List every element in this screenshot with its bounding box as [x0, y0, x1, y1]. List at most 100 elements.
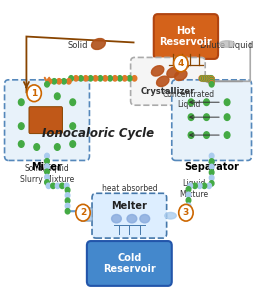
Circle shape [76, 204, 90, 221]
Text: 3: 3 [183, 208, 189, 217]
Circle shape [67, 79, 71, 84]
Circle shape [204, 114, 209, 120]
Circle shape [186, 208, 191, 214]
Circle shape [55, 93, 60, 100]
Circle shape [19, 123, 24, 129]
Circle shape [62, 79, 66, 84]
Circle shape [209, 82, 214, 87]
Circle shape [200, 76, 205, 81]
Circle shape [47, 79, 52, 84]
Circle shape [209, 181, 214, 186]
Circle shape [209, 80, 214, 85]
Ellipse shape [167, 67, 179, 77]
Circle shape [204, 99, 209, 106]
Circle shape [199, 76, 204, 81]
Circle shape [45, 169, 49, 175]
Circle shape [45, 159, 49, 164]
Circle shape [209, 81, 214, 86]
Text: Concentrated
Liquid: Concentrated Liquid [162, 89, 215, 109]
Ellipse shape [219, 41, 235, 47]
Circle shape [55, 144, 60, 150]
Circle shape [74, 76, 78, 81]
Text: 4: 4 [177, 59, 184, 68]
Circle shape [55, 183, 60, 188]
Circle shape [98, 76, 103, 81]
Ellipse shape [92, 38, 105, 50]
Ellipse shape [111, 214, 121, 223]
Text: Separator: Separator [184, 162, 239, 172]
Circle shape [224, 132, 230, 138]
Circle shape [209, 76, 214, 82]
FancyBboxPatch shape [81, 208, 92, 221]
Circle shape [69, 76, 73, 81]
Text: Solid: Solid [68, 41, 88, 50]
Ellipse shape [127, 214, 137, 223]
Circle shape [188, 114, 194, 120]
FancyBboxPatch shape [130, 57, 205, 105]
Circle shape [174, 55, 188, 72]
Circle shape [186, 198, 191, 203]
Circle shape [209, 164, 214, 170]
Circle shape [202, 183, 207, 188]
Text: Dilute Liquid: Dilute Liquid [200, 41, 254, 50]
Circle shape [209, 79, 214, 84]
Circle shape [34, 93, 39, 100]
Circle shape [117, 76, 122, 81]
Text: Crystallizer: Crystallizer [141, 87, 195, 96]
Circle shape [205, 76, 210, 81]
Circle shape [203, 76, 207, 81]
Ellipse shape [175, 70, 187, 80]
Circle shape [208, 76, 213, 81]
Circle shape [224, 99, 230, 106]
Text: Hot
Reservoir: Hot Reservoir [159, 26, 212, 47]
Circle shape [209, 170, 214, 175]
Circle shape [224, 114, 230, 120]
Text: Ionocaloric Cycle: Ionocaloric Cycle [42, 127, 155, 140]
Circle shape [88, 76, 93, 81]
Circle shape [93, 76, 98, 81]
FancyBboxPatch shape [172, 80, 252, 160]
Circle shape [45, 164, 49, 169]
Circle shape [45, 174, 49, 180]
FancyBboxPatch shape [92, 193, 167, 238]
Circle shape [46, 183, 51, 188]
Circle shape [60, 183, 64, 188]
Circle shape [197, 183, 202, 188]
Ellipse shape [140, 214, 150, 223]
Circle shape [206, 76, 211, 81]
Circle shape [207, 76, 212, 81]
Circle shape [186, 192, 191, 197]
Circle shape [186, 187, 191, 192]
Text: 2: 2 [80, 208, 86, 217]
Circle shape [103, 76, 108, 81]
Circle shape [65, 208, 70, 214]
Text: heat absorbed: heat absorbed [102, 184, 157, 193]
Ellipse shape [157, 76, 169, 86]
Circle shape [202, 76, 206, 81]
Circle shape [65, 193, 70, 198]
Circle shape [27, 85, 41, 102]
Circle shape [209, 159, 214, 164]
Circle shape [207, 183, 211, 188]
Text: Mixer: Mixer [32, 162, 62, 172]
Circle shape [209, 76, 214, 81]
Circle shape [204, 132, 209, 138]
FancyBboxPatch shape [154, 14, 218, 59]
Circle shape [204, 76, 208, 81]
Circle shape [188, 99, 194, 106]
Text: Melter: Melter [111, 201, 147, 211]
FancyBboxPatch shape [29, 107, 62, 134]
Circle shape [84, 76, 88, 81]
Ellipse shape [151, 66, 164, 76]
Circle shape [132, 76, 137, 81]
Text: Liquid
Mixture: Liquid Mixture [179, 179, 208, 199]
Circle shape [65, 188, 70, 193]
Circle shape [108, 76, 112, 81]
Circle shape [45, 180, 49, 185]
Circle shape [64, 183, 69, 188]
Circle shape [34, 144, 39, 150]
Circle shape [51, 183, 55, 188]
Circle shape [122, 76, 127, 81]
Text: Cold
Reservoir: Cold Reservoir [103, 253, 156, 274]
Circle shape [186, 203, 191, 208]
